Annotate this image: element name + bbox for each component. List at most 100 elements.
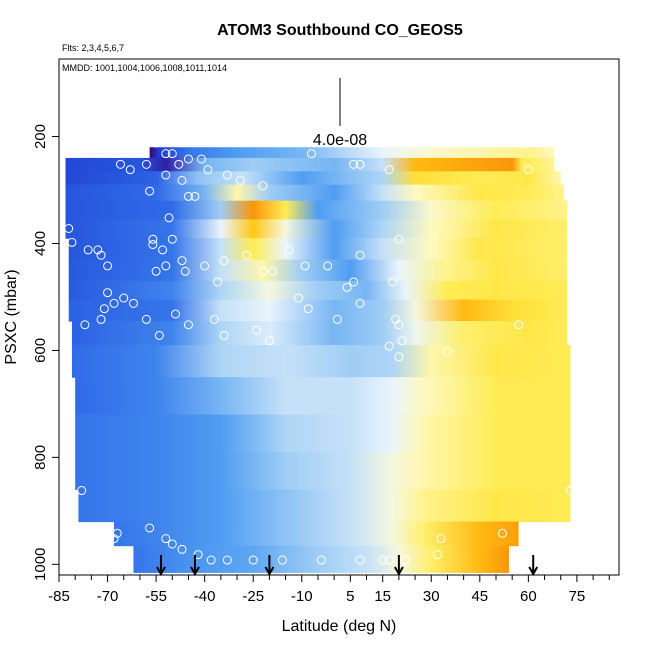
curtain-band — [68, 238, 568, 261]
curtain-band — [75, 414, 571, 453]
observation-point — [93, 147, 103, 157]
observation-point — [145, 133, 155, 143]
observation-point — [209, 314, 219, 324]
y-tick-label: 200 — [32, 124, 49, 149]
observation-point — [145, 186, 155, 196]
observation-point — [349, 159, 359, 169]
curtain-band — [68, 280, 568, 301]
curtain-band — [114, 521, 519, 547]
observation-point — [394, 352, 404, 362]
flight-arrow — [156, 555, 166, 577]
observation-point — [349, 277, 359, 287]
observation-point — [384, 555, 394, 565]
flight-arrow — [528, 555, 539, 577]
observation-point — [219, 330, 229, 340]
observation-point — [109, 534, 119, 544]
observation-point — [384, 165, 394, 175]
x-tick-label: -10 — [291, 588, 313, 605]
flight-arrow — [394, 555, 404, 577]
observation-point — [394, 234, 404, 244]
scale-label: 4.0e-08 — [313, 132, 367, 149]
observation-point — [277, 555, 287, 565]
curtain-band — [65, 200, 568, 221]
observation-points — [64, 133, 575, 565]
observation-point — [306, 149, 316, 159]
observation-point — [112, 149, 122, 159]
observation-point — [116, 159, 126, 169]
curtain-band — [133, 545, 509, 573]
observation-point — [332, 314, 342, 324]
observation-point — [193, 550, 203, 560]
y-tick-label: 1000 — [32, 548, 49, 581]
observation-point — [355, 555, 365, 565]
x-tick-label: 60 — [520, 588, 537, 605]
observation-point — [154, 330, 164, 340]
curtain-band — [75, 452, 571, 491]
observation-point — [391, 314, 401, 324]
observation-point — [258, 181, 268, 191]
dates-subtitle: MMDD: 1001,1004,1006,1008,1011,1014 — [62, 63, 227, 73]
observation-point — [151, 138, 161, 148]
observation-point — [99, 147, 109, 157]
observation-point — [268, 266, 278, 276]
observation-point — [294, 293, 304, 303]
observation-point — [190, 191, 200, 201]
flights-subtitle: Flts: 2,3,4,5,6,7 — [62, 43, 124, 53]
curtain-band — [71, 345, 571, 378]
observation-point — [303, 304, 313, 314]
observation-point — [145, 523, 155, 533]
observation-point — [355, 250, 365, 260]
x-tick-label: -25 — [242, 588, 264, 605]
observation-point — [497, 528, 507, 538]
observation-point — [112, 528, 122, 538]
observation-point — [151, 266, 161, 276]
observation-point — [177, 544, 187, 554]
observation-point — [342, 282, 352, 292]
observation-point — [96, 250, 106, 260]
y-axis: 200 400 600 800 1000 — [32, 124, 59, 581]
observation-point — [264, 336, 274, 346]
observation-point — [128, 298, 138, 308]
x-tick-label: 45 — [471, 588, 488, 605]
y-tick-label: 400 — [32, 231, 49, 256]
observation-point — [106, 147, 116, 157]
observation-point — [258, 266, 268, 276]
observation-point — [514, 320, 524, 330]
flight-arrow — [264, 555, 275, 577]
observation-point — [141, 159, 151, 169]
curtain-band — [75, 377, 571, 416]
observation-point — [164, 213, 174, 223]
observation-point — [400, 555, 410, 565]
observation-point — [161, 170, 171, 180]
observation-point — [300, 261, 310, 271]
x-tick-label: -70 — [97, 588, 119, 605]
observation-point — [203, 165, 213, 175]
x-tick-label: -55 — [145, 588, 167, 605]
observation-point — [323, 261, 333, 271]
observation-point — [161, 149, 171, 159]
curtain-band — [78, 489, 571, 523]
y-axis-label: PSXC (mbar) — [3, 269, 20, 364]
observation-point — [83, 245, 93, 255]
curtain-band — [65, 171, 561, 186]
observation-point — [141, 314, 151, 324]
observation-point — [394, 320, 404, 330]
observation-point — [119, 293, 129, 303]
observation-point — [99, 304, 109, 314]
observation-point — [549, 133, 559, 143]
observation-point — [103, 261, 113, 271]
observation-point — [148, 240, 158, 250]
observation-point — [219, 256, 229, 266]
flight-arrows — [156, 555, 539, 577]
observation-point — [64, 147, 74, 157]
observation-point — [235, 175, 245, 185]
observation-point — [183, 320, 193, 330]
observation-point — [109, 298, 119, 308]
observation-point — [67, 237, 77, 247]
observation-point — [174, 159, 184, 169]
observation-point — [397, 336, 407, 346]
flight-arrow — [190, 555, 200, 577]
observation-point — [355, 298, 365, 308]
x-axis: -85 -70 -55 -40 -25 -10 5 15 30 45 60 75 — [48, 575, 610, 605]
chart-title: ATOM3 Southbound CO_GEOS5 — [217, 22, 463, 39]
